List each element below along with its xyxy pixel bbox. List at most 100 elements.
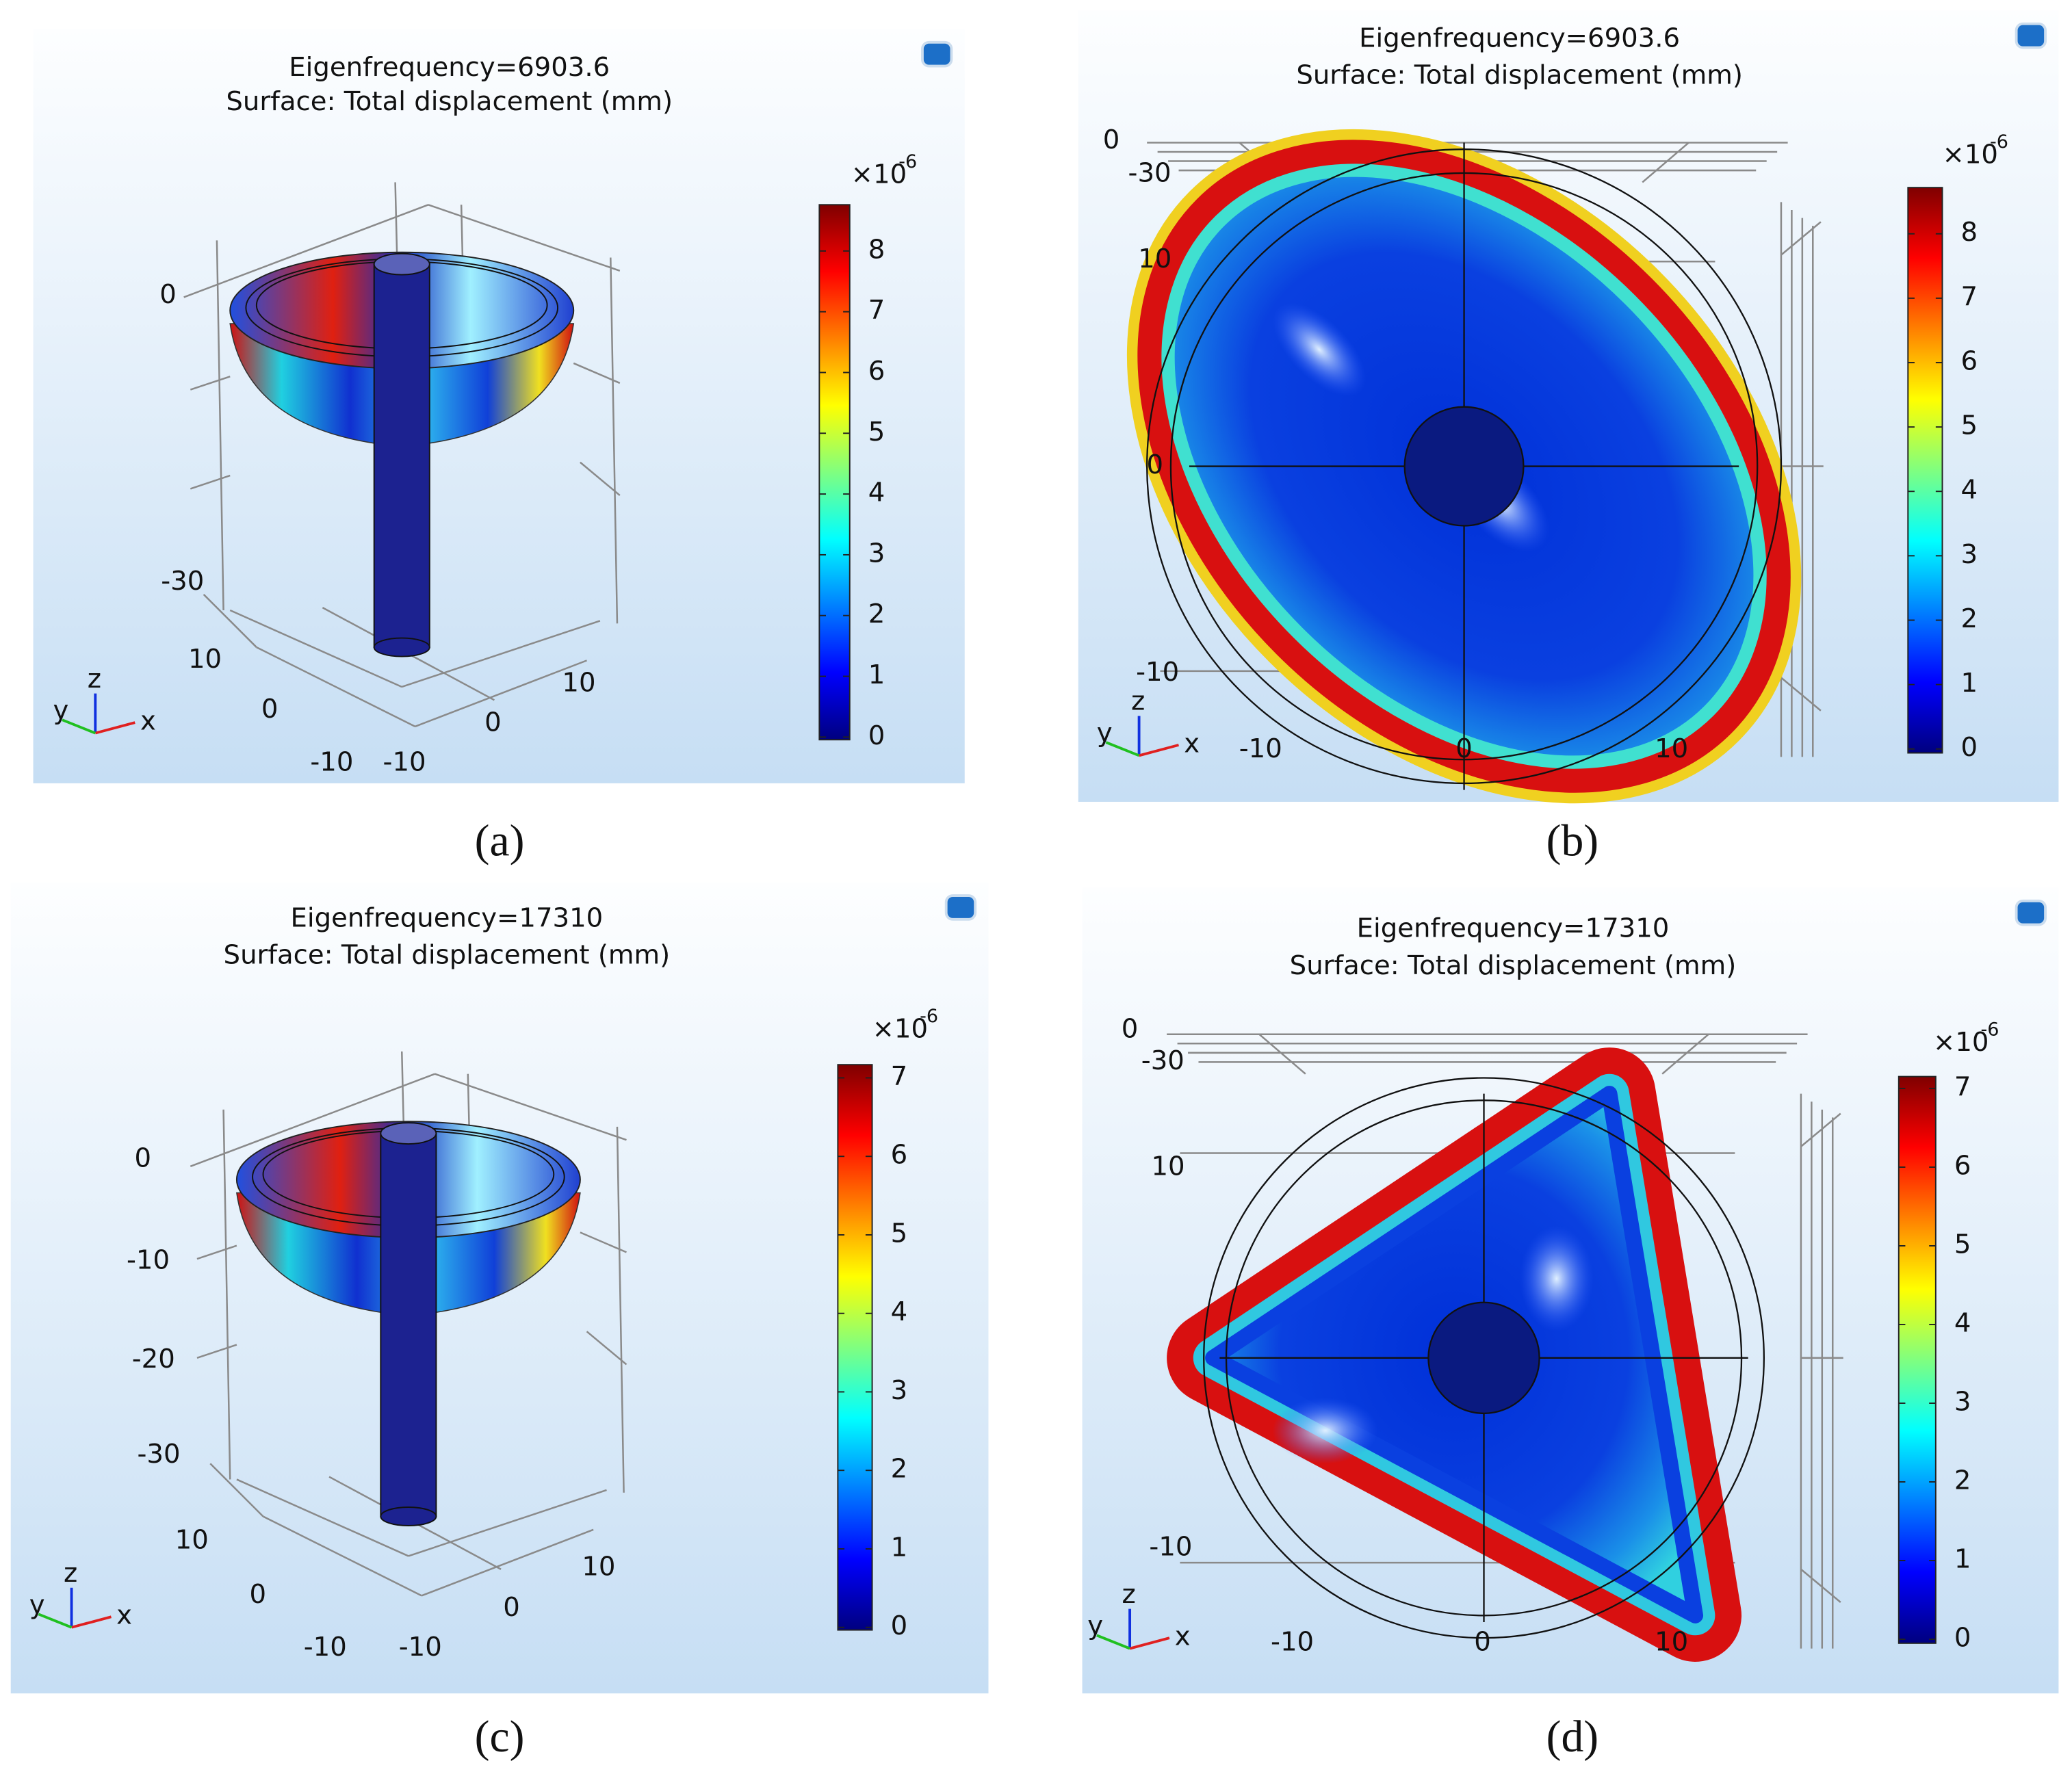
stem xyxy=(380,1132,437,1517)
logo-icon xyxy=(921,40,953,68)
triad-x xyxy=(71,1615,112,1629)
axis-label: 10 xyxy=(188,644,222,675)
colorbar-tick-label: 3 xyxy=(1954,1387,1971,1418)
colorbar-multiplier: ×10 xyxy=(1933,1027,1989,1058)
colorbar-tick-label: 4 xyxy=(868,478,885,508)
grid-line xyxy=(586,1331,627,1366)
colorbar-tick-label: 1 xyxy=(1961,668,1978,699)
stem-top xyxy=(1427,1301,1540,1415)
grid-line xyxy=(222,1109,231,1480)
colorbar-tick-label: 0 xyxy=(1954,1623,1971,1654)
grid-line xyxy=(428,204,621,272)
triad-y xyxy=(1096,1634,1130,1650)
triad-label: z xyxy=(1122,1579,1135,1610)
grid-line xyxy=(262,1515,422,1597)
panel-caption: (a) xyxy=(475,817,525,866)
axis-label: 0 xyxy=(159,279,177,310)
panel: yz x Eigenfrequency=17310 Surface: Total di… xyxy=(10,882,989,1762)
axis-label: 0 xyxy=(1103,125,1120,155)
axis-label: 0 xyxy=(1474,1626,1491,1657)
triad-y xyxy=(1105,741,1140,757)
grid-line xyxy=(229,609,402,688)
colorbar-tick-label: 4 xyxy=(1961,475,1978,506)
axis-label: -10 xyxy=(399,1632,442,1662)
triad-label: y xyxy=(1097,718,1113,748)
axis-label: 10 xyxy=(1655,1626,1688,1657)
grid-line xyxy=(573,362,621,384)
colorbar-tick-label: 7 xyxy=(868,295,885,326)
grid-line xyxy=(401,620,601,688)
axis-label: 0 xyxy=(249,1579,266,1610)
colorbar-tick-label: 0 xyxy=(891,1610,908,1641)
colorbar-exponent: -6 xyxy=(1980,1019,1999,1040)
triad-label: z xyxy=(64,1558,77,1589)
colorbar xyxy=(1898,1075,1937,1644)
panel-caption: (c) xyxy=(475,1712,525,1762)
stem-top xyxy=(1403,406,1525,527)
colorbar-tick-label: 3 xyxy=(891,1375,908,1406)
plot-subtitle: Surface: Total displacement (mm) xyxy=(1296,60,1743,90)
triad-x xyxy=(1129,1636,1170,1650)
panel-caption: (d) xyxy=(1546,1712,1599,1762)
triad-label: y xyxy=(53,695,69,726)
colorbar-tick-label: 6 xyxy=(868,356,885,387)
stem-bottom xyxy=(380,1506,437,1526)
colorbar-tick-label: 5 xyxy=(891,1218,908,1249)
triad-label: y xyxy=(29,1589,45,1620)
grid-line xyxy=(183,204,429,298)
axis-label: 0 xyxy=(261,694,279,725)
axis-label: -30 xyxy=(137,1439,180,1470)
axis-label: 0 xyxy=(484,707,502,738)
colorbar-exponent: -6 xyxy=(920,1006,938,1027)
grid-line xyxy=(1780,221,1822,256)
colorbar-tick-label: 1 xyxy=(891,1532,908,1563)
grid-line xyxy=(1642,142,1689,183)
colorbar-multiplier: ×10 xyxy=(872,1013,928,1044)
colorbar-tick-label: 4 xyxy=(1954,1307,1971,1338)
stem-top xyxy=(380,1122,437,1145)
axis-label: -10 xyxy=(383,746,426,777)
colorbar-tick-label: 0 xyxy=(1961,732,1978,763)
triad-y xyxy=(62,718,96,735)
grid-line xyxy=(1661,1033,1709,1075)
colorbar-tick-label: 2 xyxy=(868,599,885,629)
colorbar-tick-label: 1 xyxy=(868,660,885,690)
axis-label: 0 xyxy=(1146,449,1163,480)
grid-line xyxy=(408,1489,607,1557)
logo-icon xyxy=(2015,22,2047,49)
grid-line xyxy=(190,376,231,391)
colorbar-exponent: -6 xyxy=(1990,131,2008,153)
axis-label: -10 xyxy=(1271,1626,1314,1657)
stem-bottom xyxy=(373,637,430,657)
grid-line xyxy=(203,593,257,648)
grid-line xyxy=(209,1463,264,1517)
axis-label: 10 xyxy=(582,1551,615,1582)
axis-label: 10 xyxy=(1138,244,1171,274)
colorbar-tick-label: 3 xyxy=(1961,539,1978,570)
axis-label: 10 xyxy=(1152,1151,1185,1182)
panel: yz x Eigenfrequency=17310 Surface: Total di… xyxy=(1082,887,2059,1762)
colorbar-tick-label: 2 xyxy=(1954,1465,1971,1496)
grid-line xyxy=(610,257,619,624)
colorbar-tick-label: 5 xyxy=(1961,410,1978,441)
grid-line xyxy=(190,1073,435,1168)
axis-label: 0 xyxy=(1122,1013,1139,1044)
colorbar-exponent: -6 xyxy=(898,151,917,172)
axis-label: 10 xyxy=(1655,733,1688,764)
colorbar-tick-label: 2 xyxy=(1961,603,1978,634)
panel-caption: (b) xyxy=(1546,817,1599,866)
plot-title: Eigenfrequency=17310 xyxy=(1357,913,1670,944)
axis-label: -30 xyxy=(1141,1045,1184,1076)
axis-label: -10 xyxy=(1136,657,1179,688)
grid-line xyxy=(236,1478,409,1557)
grid-line xyxy=(1258,1033,1306,1075)
plot-subtitle: Surface: Total displacement (mm) xyxy=(226,86,673,117)
triad-label: z xyxy=(1131,686,1145,717)
triad-x xyxy=(94,721,135,735)
axis-label: -10 xyxy=(304,1632,347,1662)
axis-label: -30 xyxy=(161,566,204,597)
grid-line xyxy=(415,660,587,728)
highlight xyxy=(1272,302,1367,397)
triad-label: x xyxy=(1184,728,1200,759)
